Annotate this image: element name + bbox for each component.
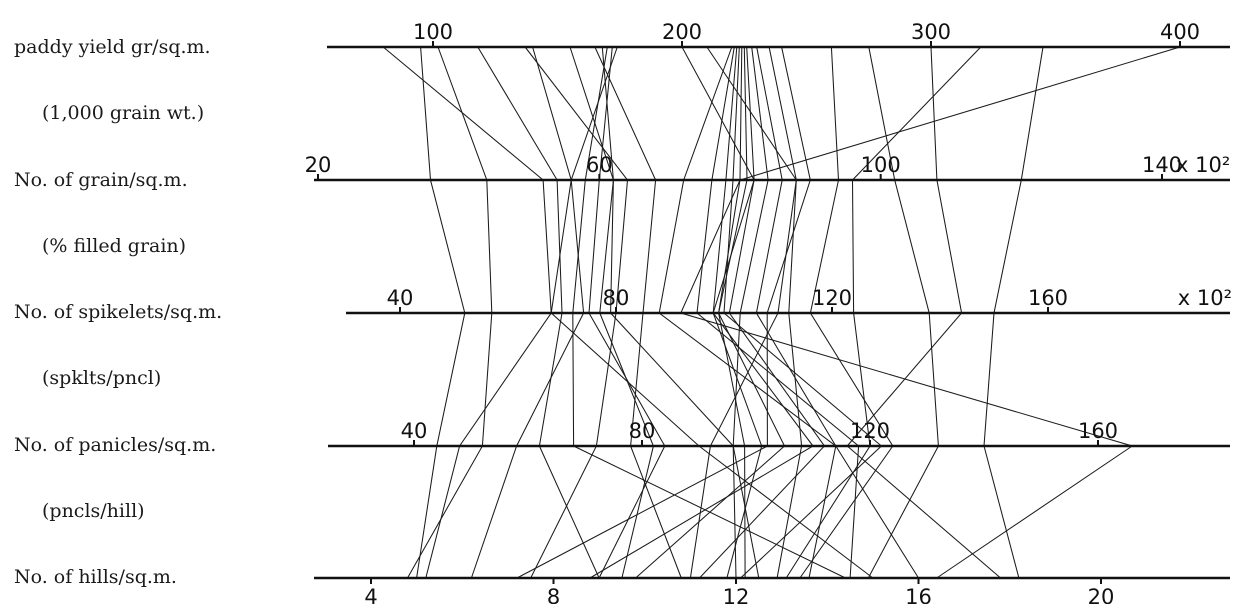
row-label-pncls-hill: (pncls/hill) (42, 500, 145, 522)
row-label-panicles: No. of panicles/sq.m. (14, 434, 216, 456)
axis-5-tick-label-3: 12 (723, 585, 750, 604)
axis-3-multiplier: x 10² (1178, 286, 1232, 310)
axis-2-tick-label-1: 20 (305, 153, 332, 177)
row-label-grain: No. of grain/sq.m. (14, 169, 188, 191)
row-label-filled-grain: (% filled grain) (42, 235, 186, 257)
axis-5-tick-label-1: 4 (364, 585, 377, 604)
axis-1: 100 200 300 400 (327, 20, 1230, 49)
axis-1-tick-label-4: 400 (1160, 20, 1200, 44)
row-labels: paddy yield gr/sq.m. (1,000 grain wt.) N… (14, 36, 222, 588)
axis-4-tick-label-1: 40 (401, 419, 428, 443)
axis-2-tick-label-3: 100 (861, 153, 901, 177)
axis-3: 40 80 120 160 x 10² (346, 286, 1232, 315)
axis-4-tick-label-4: 160 (1078, 419, 1118, 443)
axis-3-tick-label-3: 120 (812, 286, 852, 310)
axis-5: 4 8 12 16 20 (314, 576, 1230, 604)
axis-2-tick-label-4: 140 (1142, 153, 1182, 177)
axis-5-tick-label-2: 8 (547, 585, 560, 604)
axis-5-tick-label-4: 16 (905, 585, 932, 604)
axis-1-tick-label-3: 300 (911, 20, 951, 44)
axis-4: 40 80 120 160 (328, 419, 1230, 448)
axis-4-tick-label-2: 80 (629, 419, 656, 443)
axis-3-tick-label-2: 80 (603, 286, 630, 310)
row-label-spklts-pncl: (spklts/pncl) (42, 367, 161, 389)
row-label-grain-weight: (1,000 grain wt.) (42, 102, 204, 124)
row-label-yield: paddy yield gr/sq.m. (14, 36, 211, 58)
axis-2-tick-label-2: 60 (586, 153, 613, 177)
axis-1-tick-label-1: 100 (413, 20, 453, 44)
axis-2-multiplier: x 10² (1176, 153, 1230, 177)
row-label-hills: No. of hills/sq.m. (14, 566, 177, 588)
row-label-spikelets: No. of spikelets/sq.m. (14, 301, 222, 323)
axis-3-tick-label-1: 40 (387, 286, 414, 310)
axis-1-tick-label-2: 200 (662, 20, 702, 44)
axis-3-tick-label-4: 160 (1028, 286, 1068, 310)
axis-5-tick-label-5: 20 (1088, 585, 1115, 604)
axis-4-tick-label-3: 120 (850, 419, 890, 443)
